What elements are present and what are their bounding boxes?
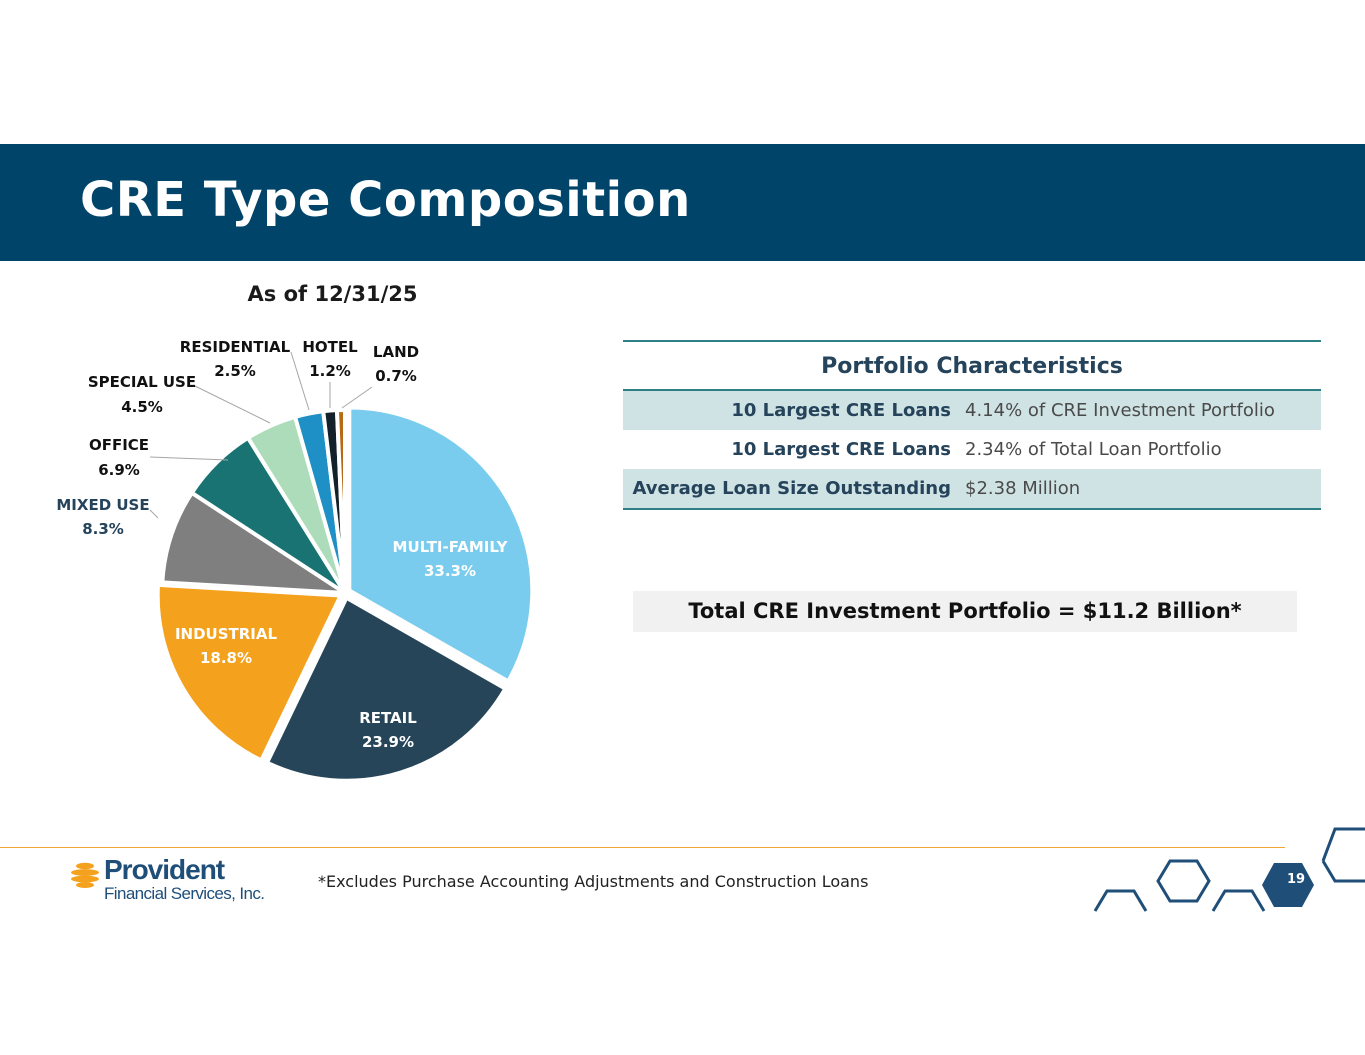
row-label: 10 Largest CRE Loans	[731, 439, 951, 460]
leader-line-mixed-use	[149, 509, 159, 519]
slice-value-industrial: 18.8%	[200, 649, 252, 667]
table-row: 10 Largest CRE Loans 4.14% of CRE Invest…	[623, 391, 1321, 430]
row-label: 10 Largest CRE Loans	[731, 400, 951, 421]
leader-line-land	[341, 386, 373, 409]
slice-label-mixed-use: MIXED USE	[56, 496, 149, 514]
slice-label-land: LAND	[373, 343, 419, 361]
pie-slice-industrial	[155, 582, 344, 764]
provident-logo: Provident Financial Services, Inc.	[70, 854, 300, 908]
row-value: $2.38 Million	[965, 478, 1081, 499]
row-value: 4.14% of CRE Investment Portfolio	[965, 400, 1275, 421]
chart-title: As of 12/31/25	[247, 282, 418, 306]
provident-logo-icon	[71, 862, 99, 888]
pie-slice-retail	[264, 594, 509, 783]
slice-value-mixed-use: 8.3%	[82, 520, 124, 538]
leader-line-office	[149, 456, 229, 461]
logo-wordmark: Provident	[104, 854, 225, 885]
hexagon-decoration	[1093, 827, 1365, 912]
slice-label-retail: RETAIL	[359, 709, 417, 727]
total-portfolio-box: Total CRE Investment Portfolio = $11.2 B…	[633, 591, 1297, 632]
footnote: *Excludes Purchase Accounting Adjustment…	[318, 872, 869, 891]
footer-divider	[0, 847, 1285, 848]
slice-value-retail: 23.9%	[362, 733, 414, 751]
table-row: Average Loan Size Outstanding $2.38 Mill…	[623, 469, 1321, 510]
portfolio-heading: Portfolio Characteristics	[623, 342, 1321, 391]
slice-label-residential: RESIDENTIAL	[180, 338, 291, 356]
row-value: 2.34% of Total Loan Portfolio	[965, 439, 1222, 460]
slice-value-hotel: 1.2%	[309, 362, 351, 380]
pie-slice-multi-family	[347, 405, 535, 685]
slice-label-special-use: SPECIAL USE	[88, 373, 196, 391]
slice-value-office: 6.9%	[98, 461, 140, 479]
slice-label-office: OFFICE	[89, 436, 149, 454]
slice-value-special-use: 4.5%	[121, 398, 163, 416]
page-number-hexagon	[1262, 863, 1314, 907]
table-row: 10 Largest CRE Loans 2.34% of Total Loan…	[623, 430, 1321, 469]
pie-slice-land	[334, 407, 347, 594]
slice-value-multi-family: 33.3%	[424, 562, 476, 580]
leader-line-residential	[290, 351, 310, 411]
slice-value-residential: 2.5%	[214, 362, 256, 380]
pie-chart: MULTI-FAMILY 33.3% RETAIL 23.9% INDUSTRIAL 18…	[56, 338, 535, 783]
title-band: CRE Type Composition	[0, 144, 1365, 261]
row-label: Average Loan Size Outstanding	[632, 478, 951, 499]
page-title: CRE Type Composition	[80, 172, 691, 228]
logo-subtitle: Financial Services, Inc.	[104, 884, 265, 903]
slice-label-hotel: HOTEL	[302, 338, 358, 356]
page-number: 19	[1286, 872, 1306, 887]
portfolio-characteristics-table: Portfolio Characteristics 10 Largest CRE…	[623, 340, 1321, 510]
slice-label-industrial: INDUSTRIAL	[175, 625, 278, 643]
slice-label-multi-family: MULTI-FAMILY	[393, 538, 509, 556]
leader-line-special-use	[194, 385, 271, 424]
slice-value-land: 0.7%	[375, 367, 417, 385]
